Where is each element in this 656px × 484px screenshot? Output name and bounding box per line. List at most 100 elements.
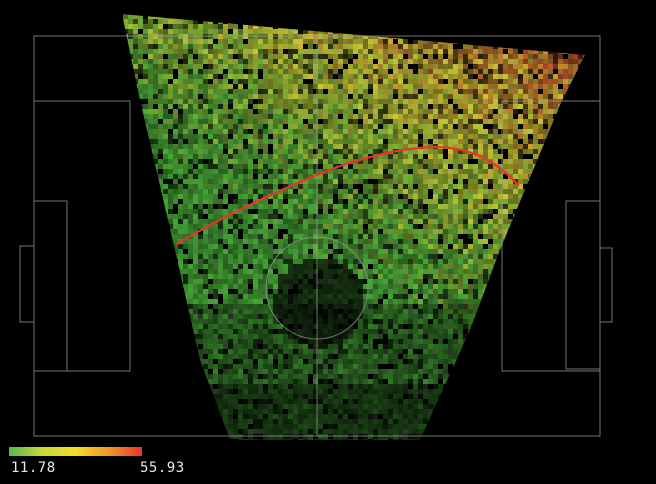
heat-cell [348,259,353,264]
heat-cell [278,64,283,69]
heat-cell [353,254,358,259]
heat-cell [213,154,218,159]
heat-cell [373,159,378,164]
heat-cell [373,224,378,229]
heat-cell [238,104,243,109]
heat-cell [483,89,488,94]
heat-cell [353,79,358,84]
heat-cell [253,194,258,199]
heat-cell [373,204,378,209]
heat-cell [278,244,283,249]
heat-cell [473,219,478,224]
heat-cell [418,129,423,134]
heat-cell [348,224,353,229]
heat-cell [363,124,368,129]
heat-cell [408,44,413,49]
heat-cell [158,59,163,64]
heat-cell [328,179,333,184]
heat-cell [353,74,358,79]
heat-cell [198,289,203,294]
heat-cell [438,164,443,169]
heat-cell [463,109,468,114]
heat-cell [493,259,498,264]
heat-cell [448,79,453,84]
heat-cell [298,209,303,214]
heat-cell [363,74,368,79]
heat-cell [233,234,238,239]
heat-cell [268,274,273,279]
heat-cell [263,49,268,54]
heat-cell [428,164,433,169]
heat-cell [223,259,228,264]
heat-cell [373,229,378,234]
heat-cell [173,224,178,229]
heat-cell [223,24,228,29]
heat-cell [338,199,343,204]
heat-cell [363,44,368,49]
heat-cell [558,74,563,79]
heat-cell [283,114,288,119]
heat-cell [423,69,428,74]
heat-cell [518,174,523,179]
heat-cell [298,199,303,204]
heat-cell [198,189,203,194]
heat-cell [218,274,223,279]
heat-cell [453,134,458,139]
heat-cell [353,229,358,234]
heat-cell [518,64,523,69]
heat-cell [183,159,188,164]
heat-cell [423,89,428,94]
heat-cell [488,204,493,209]
heat-cell [203,274,208,279]
heat-cell [243,179,248,184]
heat-cell [478,74,483,79]
heat-cell [463,249,468,254]
heat-cell [363,119,368,124]
heat-cell [273,79,278,84]
heat-cell [228,109,233,114]
heat-cell [353,164,358,169]
heat-cell [418,179,423,184]
heat-cell [373,49,378,54]
heat-cell [363,179,368,184]
heat-cell [413,269,418,274]
heat-cell [358,224,363,229]
heat-cell [288,144,293,149]
heat-cell [203,184,208,189]
heat-cell [258,289,263,294]
heat-cell [163,79,168,84]
heat-cell [383,234,388,239]
heat-cell [143,44,148,49]
heat-cell [353,194,358,199]
heat-cell [508,49,513,54]
heat-cell [408,129,413,134]
heat-cell [243,284,248,289]
heat-cell [403,184,408,189]
heat-cell [213,119,218,124]
heat-cell [343,224,348,229]
heat-cell [423,124,428,129]
heat-cell [228,174,233,179]
heat-cell [463,259,468,264]
heat-cell [158,79,163,84]
heat-cell [408,229,413,234]
heat-cell [183,174,188,179]
heat-cell [443,119,448,124]
heat-cell [188,214,193,219]
heat-cell [343,174,348,179]
heat-cell [333,284,338,289]
heat-cell [353,169,358,174]
heat-cell [343,259,348,264]
heat-cell [193,219,198,224]
heat-cell [308,284,313,289]
heat-cell [403,244,408,249]
heat-cell [513,69,518,74]
heat-cell [328,174,333,179]
heat-cell [443,64,448,69]
heat-cell [293,84,298,89]
heat-cell [513,149,518,154]
heat-cell [463,229,468,234]
heat-cell [413,209,418,214]
heat-cell [473,194,478,199]
heat-cell [333,64,338,69]
